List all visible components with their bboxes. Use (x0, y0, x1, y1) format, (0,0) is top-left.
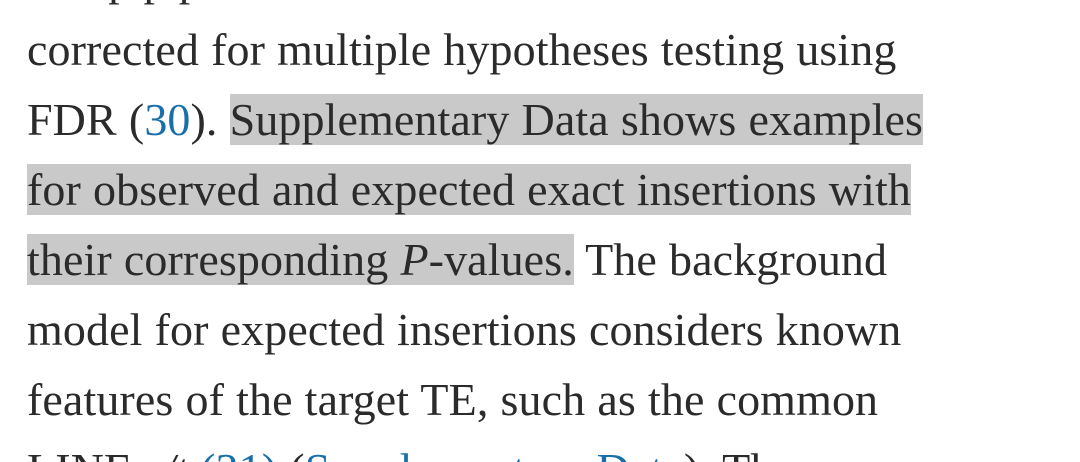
supplementary-data-link[interactable]: Supplementary Data (305, 444, 684, 462)
highlighted-text-their-corresponding: their corresponding (27, 234, 401, 285)
highlighted-text-supplementary-data-shows-examples: Supplementary Data shows examples (229, 94, 924, 145)
article-text-column: x— p p p corrected for multiple hypothes… (27, 0, 1027, 462)
text-line-tail: ). Th (684, 444, 774, 462)
text-the-background: The background (573, 234, 888, 285)
text-line-features-of-the-target: features of the target TE, such as the c… (27, 374, 879, 425)
reference-link-30[interactable]: 30 (144, 94, 191, 145)
body-paragraph: x— p p p corrected for multiple hypothes… (27, 0, 1027, 462)
highlighted-text-values: -values. (428, 234, 574, 285)
text-line-line-prefix: LINE (27, 444, 144, 462)
clipped-top-line: x— p p p (27, 0, 1027, 15)
text-spacer (188, 444, 200, 462)
text-line-model-for-expected: model for expected insertions considers … (27, 304, 902, 355)
highlighted-italic-p: P (400, 234, 429, 285)
text-open-paren: ( (277, 444, 305, 462)
highlighted-text-for-observed-and-expected: for observed and expected exact insertio… (27, 164, 911, 215)
text-after-ref-30: ). (190, 94, 230, 145)
text-italic-s-t: s/t (144, 444, 188, 462)
reference-link-31[interactable]: (31) (200, 444, 277, 462)
text-fdr-prefix: FDR ( (27, 94, 145, 145)
text-line-corrected-for-multiple: corrected for multiple hypotheses testin… (27, 24, 897, 75)
